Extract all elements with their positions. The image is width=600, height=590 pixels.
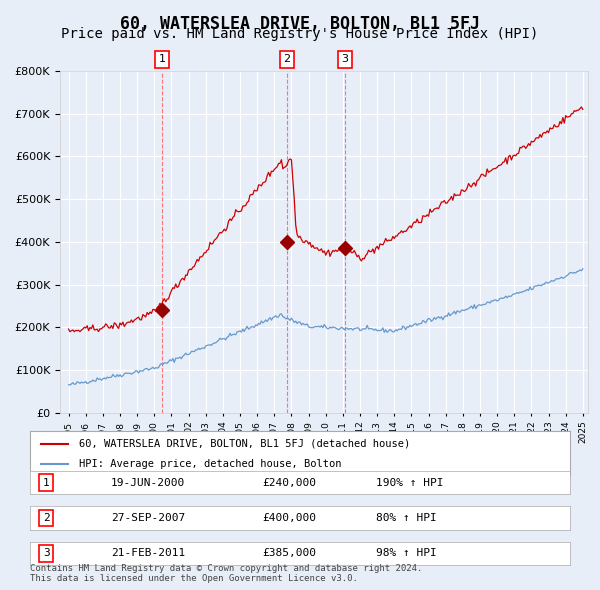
Text: 2: 2 bbox=[283, 54, 290, 64]
Text: 1: 1 bbox=[158, 54, 166, 64]
Text: 190% ↑ HPI: 190% ↑ HPI bbox=[376, 478, 443, 487]
Text: 60, WATERSLEA DRIVE, BOLTON, BL1 5FJ: 60, WATERSLEA DRIVE, BOLTON, BL1 5FJ bbox=[120, 15, 480, 33]
Text: 21-FEB-2011: 21-FEB-2011 bbox=[111, 549, 185, 558]
Text: 1: 1 bbox=[43, 478, 50, 487]
Text: £400,000: £400,000 bbox=[262, 513, 316, 523]
Text: 98% ↑ HPI: 98% ↑ HPI bbox=[376, 549, 436, 558]
Text: £385,000: £385,000 bbox=[262, 549, 316, 558]
Text: 80% ↑ HPI: 80% ↑ HPI bbox=[376, 513, 436, 523]
Text: 3: 3 bbox=[341, 54, 349, 64]
Text: 27-SEP-2007: 27-SEP-2007 bbox=[111, 513, 185, 523]
Text: 3: 3 bbox=[43, 549, 50, 558]
Text: £240,000: £240,000 bbox=[262, 478, 316, 487]
Text: Contains HM Land Registry data © Crown copyright and database right 2024.
This d: Contains HM Land Registry data © Crown c… bbox=[30, 563, 422, 583]
Text: 19-JUN-2000: 19-JUN-2000 bbox=[111, 478, 185, 487]
Text: Price paid vs. HM Land Registry's House Price Index (HPI): Price paid vs. HM Land Registry's House … bbox=[61, 27, 539, 41]
Text: HPI: Average price, detached house, Bolton: HPI: Average price, detached house, Bolt… bbox=[79, 459, 341, 469]
Text: 2: 2 bbox=[43, 513, 50, 523]
Text: 60, WATERSLEA DRIVE, BOLTON, BL1 5FJ (detached house): 60, WATERSLEA DRIVE, BOLTON, BL1 5FJ (de… bbox=[79, 439, 410, 449]
